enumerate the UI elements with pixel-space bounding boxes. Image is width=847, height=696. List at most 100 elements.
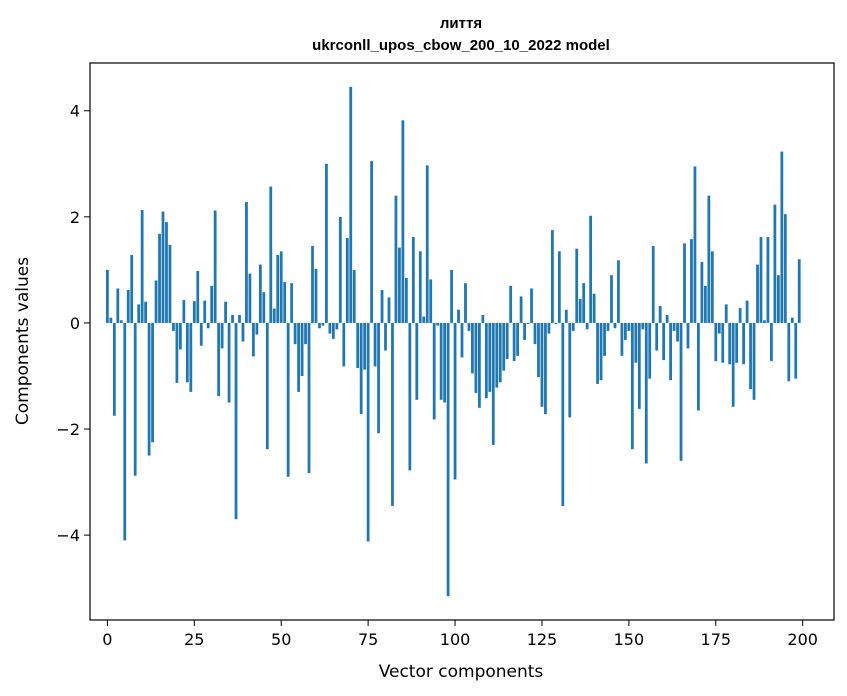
bar-169 (693, 166, 697, 323)
plot-frame (89, 62, 835, 621)
bar-139 (589, 215, 593, 323)
bar-26 (196, 270, 200, 323)
bar-21 (179, 322, 182, 350)
bar-55 (297, 322, 300, 392)
bar-61 (318, 322, 321, 329)
bar-102 (460, 322, 464, 358)
bar-1 (109, 317, 113, 323)
bar-174 (710, 251, 714, 323)
bar-13 (151, 322, 154, 443)
bar-78 (377, 322, 380, 434)
bar-43 (255, 322, 259, 335)
bar-195 (783, 214, 787, 323)
bar-76 (370, 161, 373, 323)
bar-103 (464, 283, 467, 323)
bar-128 (551, 230, 554, 323)
bar-108 (481, 314, 485, 323)
bar-115 (505, 322, 509, 360)
bar-188 (759, 236, 763, 323)
y-axis-ticks: −4 −2 0 2 4 (56, 102, 90, 545)
bar-85 (401, 120, 405, 323)
bar-46 (265, 322, 269, 450)
bar-16 (161, 211, 165, 323)
bar-149 (624, 322, 627, 340)
bar-64 (328, 322, 332, 334)
bar-62 (321, 322, 325, 326)
bar-63 (325, 163, 328, 323)
bar-70 (349, 86, 353, 323)
bar-18 (168, 244, 172, 323)
y-tick-label: −2 (56, 420, 80, 439)
bar-5 (123, 322, 127, 541)
bar-88 (411, 236, 415, 323)
x-axis-label: Vector components (379, 662, 544, 682)
bar-165 (679, 322, 683, 461)
bar-79 (380, 290, 384, 323)
bar-178 (724, 304, 728, 323)
bar-99 (450, 269, 453, 323)
bar-141 (596, 322, 599, 384)
bar-0 (105, 269, 109, 323)
x-tick-label: 75 (358, 630, 378, 649)
bar-194 (780, 151, 784, 323)
bar-58 (307, 322, 311, 474)
bar-35 (227, 322, 231, 403)
bar-168 (690, 239, 693, 323)
bar-84 (398, 247, 401, 323)
bar-36 (231, 314, 234, 323)
bar-159 (658, 305, 662, 323)
bar-190 (766, 236, 770, 323)
bar-112 (495, 322, 499, 388)
bar-98 (446, 322, 450, 597)
bar-23 (185, 322, 189, 383)
bar-14 (154, 280, 158, 323)
bar-171 (700, 261, 704, 323)
bar-197 (790, 317, 794, 323)
bar-161 (665, 314, 669, 323)
bar-37 (234, 322, 238, 520)
bar-51 (283, 282, 287, 323)
bars-group (105, 86, 801, 597)
bar-3 (116, 288, 120, 323)
bar-30 (210, 285, 214, 323)
bar-75 (366, 322, 370, 542)
bar-20 (175, 322, 179, 383)
bar-53 (290, 283, 294, 323)
bar-12 (147, 322, 151, 456)
bar-24 (189, 322, 193, 392)
y-axis-label: Components values (13, 257, 33, 425)
bar-160 (662, 322, 666, 361)
bar-158 (655, 322, 659, 351)
bar-74 (363, 322, 367, 370)
bar-95 (436, 322, 440, 326)
bar-47 (269, 186, 273, 323)
x-tick-label: 175 (701, 630, 732, 649)
bar-38 (238, 314, 241, 323)
bar-7 (130, 255, 134, 323)
bar-143 (603, 322, 606, 356)
bar-123 (533, 322, 537, 345)
bar-45 (262, 292, 266, 323)
bar-44 (258, 264, 262, 323)
x-tick-label: 25 (184, 630, 204, 649)
bar-136 (578, 299, 582, 323)
bar-101 (457, 309, 460, 323)
bar-86 (404, 277, 408, 323)
bar-196 (787, 322, 791, 382)
bar-151 (630, 322, 634, 450)
bar-40 (245, 201, 248, 323)
bar-122 (530, 288, 533, 323)
bar-87 (408, 322, 412, 471)
x-tick-label: 0 (102, 630, 112, 649)
bar-191 (770, 322, 773, 362)
bar-60 (314, 268, 318, 323)
bar-131 (561, 322, 565, 506)
bar-2 (112, 322, 116, 416)
bar-31 (213, 210, 217, 323)
bar-192 (773, 204, 777, 323)
bar-52 (286, 322, 290, 477)
bar-127 (547, 322, 551, 334)
bar-94 (432, 322, 436, 420)
bar-167 (686, 322, 690, 349)
bar-120 (523, 322, 526, 340)
